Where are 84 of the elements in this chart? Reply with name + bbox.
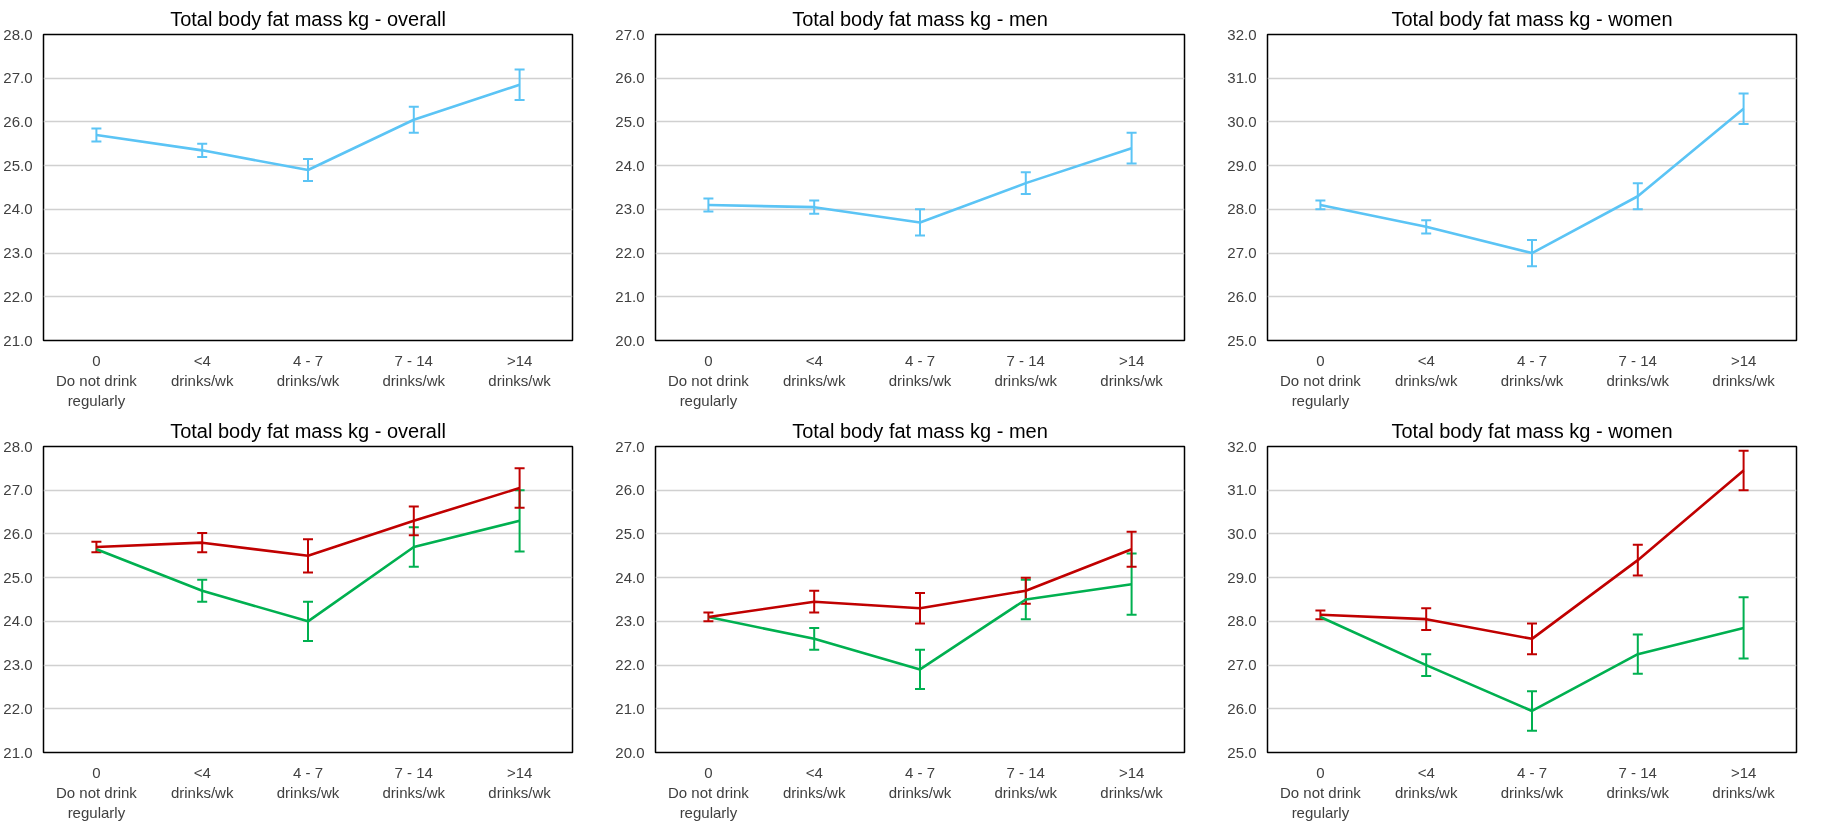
y-tick-label: 27.0 — [1227, 244, 1257, 262]
y-tick-label: 20.0 — [615, 331, 645, 349]
y-tick-label: 23.0 — [615, 612, 645, 630]
y-tick-label: 25.0 — [1227, 331, 1257, 349]
chart-title: Total body fat mass kg - women — [1391, 7, 1673, 30]
y-tick-label: 27.0 — [3, 481, 33, 499]
x-tick-label: 7 - 14 drinks/wk — [1606, 351, 1670, 389]
y-tick-label: 22.0 — [3, 287, 33, 305]
y-tick-label: 27.0 — [615, 437, 645, 455]
y-tick-label: 32.0 — [1227, 437, 1257, 455]
y-tick-label: 27.0 — [3, 69, 33, 87]
y-tick-label: 22.0 — [3, 699, 33, 717]
x-tick-label: 7 - 14 drinks/wk — [994, 351, 1058, 389]
y-tick-label: 23.0 — [3, 244, 33, 262]
y-tick-label: 26.0 — [615, 69, 645, 87]
y-tick-label: 29.0 — [1227, 568, 1257, 586]
x-tick-label: 7 - 14 drinks/wk — [1606, 763, 1670, 801]
y-tick-label: 31.0 — [1227, 481, 1257, 499]
y-tick-label: 23.0 — [615, 200, 645, 218]
x-tick-label: >14 drinks/wk — [1712, 351, 1776, 389]
x-tick-label: <4 drinks/wk — [170, 763, 234, 801]
x-tick-label: 0 Do not drink regularly — [667, 351, 750, 410]
y-tick-label: 21.0 — [615, 287, 645, 305]
x-tick-label: 0 Do not drink regularly — [1279, 351, 1362, 410]
y-tick-label: 26.0 — [615, 481, 645, 499]
y-tick-label: 21.0 — [3, 743, 33, 761]
chart-title: Total body fat mass kg - men — [792, 419, 1048, 442]
y-tick-label: 21.0 — [615, 699, 645, 717]
chart-title: Total body fat mass kg - men — [792, 7, 1048, 30]
y-tick-label: 31.0 — [1227, 69, 1257, 87]
x-tick-label: >14 drinks/wk — [1100, 763, 1164, 801]
x-tick-label: >14 drinks/wk — [1712, 763, 1776, 801]
y-tick-label: 26.0 — [1227, 287, 1257, 305]
x-tick-label: 0 Do not drink regularly — [1279, 763, 1362, 822]
y-tick-label: 22.0 — [615, 244, 645, 262]
x-tick-label: 4 - 7 drinks/wk — [276, 763, 340, 801]
x-tick-label: 0 Do not drink regularly — [667, 763, 750, 822]
x-tick-label: <4 drinks/wk — [782, 763, 846, 801]
y-tick-label: 25.0 — [1227, 743, 1257, 761]
x-tick-label: <4 drinks/wk — [1394, 763, 1458, 801]
x-tick-label: 7 - 14 drinks/wk — [994, 763, 1058, 801]
y-tick-label: 22.0 — [615, 656, 645, 674]
y-tick-label: 25.0 — [615, 524, 645, 542]
y-tick-label: 26.0 — [3, 524, 33, 542]
y-tick-label: 24.0 — [3, 200, 33, 218]
y-tick-label: 23.0 — [3, 656, 33, 674]
y-tick-label: 28.0 — [1227, 200, 1257, 218]
y-tick-label: 25.0 — [3, 156, 33, 174]
x-tick-label: 0 Do not drink regularly — [55, 763, 138, 822]
x-tick-label: <4 drinks/wk — [170, 351, 234, 389]
y-tick-label: 25.0 — [615, 112, 645, 130]
x-tick-label: <4 drinks/wk — [782, 351, 846, 389]
x-tick-label: 7 - 14 drinks/wk — [382, 351, 446, 389]
y-tick-label: 28.0 — [1227, 612, 1257, 630]
y-tick-label: 24.0 — [3, 612, 33, 630]
x-tick-label: >14 drinks/wk — [488, 763, 552, 801]
y-tick-label: 24.0 — [615, 156, 645, 174]
y-tick-label: 29.0 — [1227, 156, 1257, 174]
y-tick-label: 28.0 — [3, 25, 33, 43]
y-tick-label: 30.0 — [1227, 112, 1257, 130]
x-tick-label: 4 - 7 drinks/wk — [1500, 351, 1564, 389]
x-tick-label: 4 - 7 drinks/wk — [1500, 763, 1564, 801]
y-tick-label: 26.0 — [3, 112, 33, 130]
chart-title: Total body fat mass kg - overall — [170, 419, 446, 442]
x-tick-label: 4 - 7 drinks/wk — [888, 351, 952, 389]
y-tick-label: 25.0 — [3, 568, 33, 586]
y-tick-label: 20.0 — [615, 743, 645, 761]
y-tick-label: 27.0 — [615, 25, 645, 43]
y-tick-label: 30.0 — [1227, 524, 1257, 542]
x-tick-label: 4 - 7 drinks/wk — [888, 763, 952, 801]
x-tick-label: >14 drinks/wk — [1100, 351, 1164, 389]
y-tick-label: 21.0 — [3, 331, 33, 349]
y-tick-label: 32.0 — [1227, 25, 1257, 43]
x-tick-label: 7 - 14 drinks/wk — [382, 763, 446, 801]
x-tick-label: 0 Do not drink regularly — [55, 351, 138, 410]
y-tick-label: 27.0 — [1227, 656, 1257, 674]
chart-title: Total body fat mass kg - overall — [170, 7, 446, 30]
y-tick-label: 26.0 — [1227, 699, 1257, 717]
x-tick-label: >14 drinks/wk — [488, 351, 552, 389]
y-tick-label: 24.0 — [615, 568, 645, 586]
chart-title: Total body fat mass kg - women — [1391, 419, 1673, 442]
x-tick-label: <4 drinks/wk — [1394, 351, 1458, 389]
x-tick-label: 4 - 7 drinks/wk — [276, 351, 340, 389]
y-tick-label: 28.0 — [3, 437, 33, 455]
